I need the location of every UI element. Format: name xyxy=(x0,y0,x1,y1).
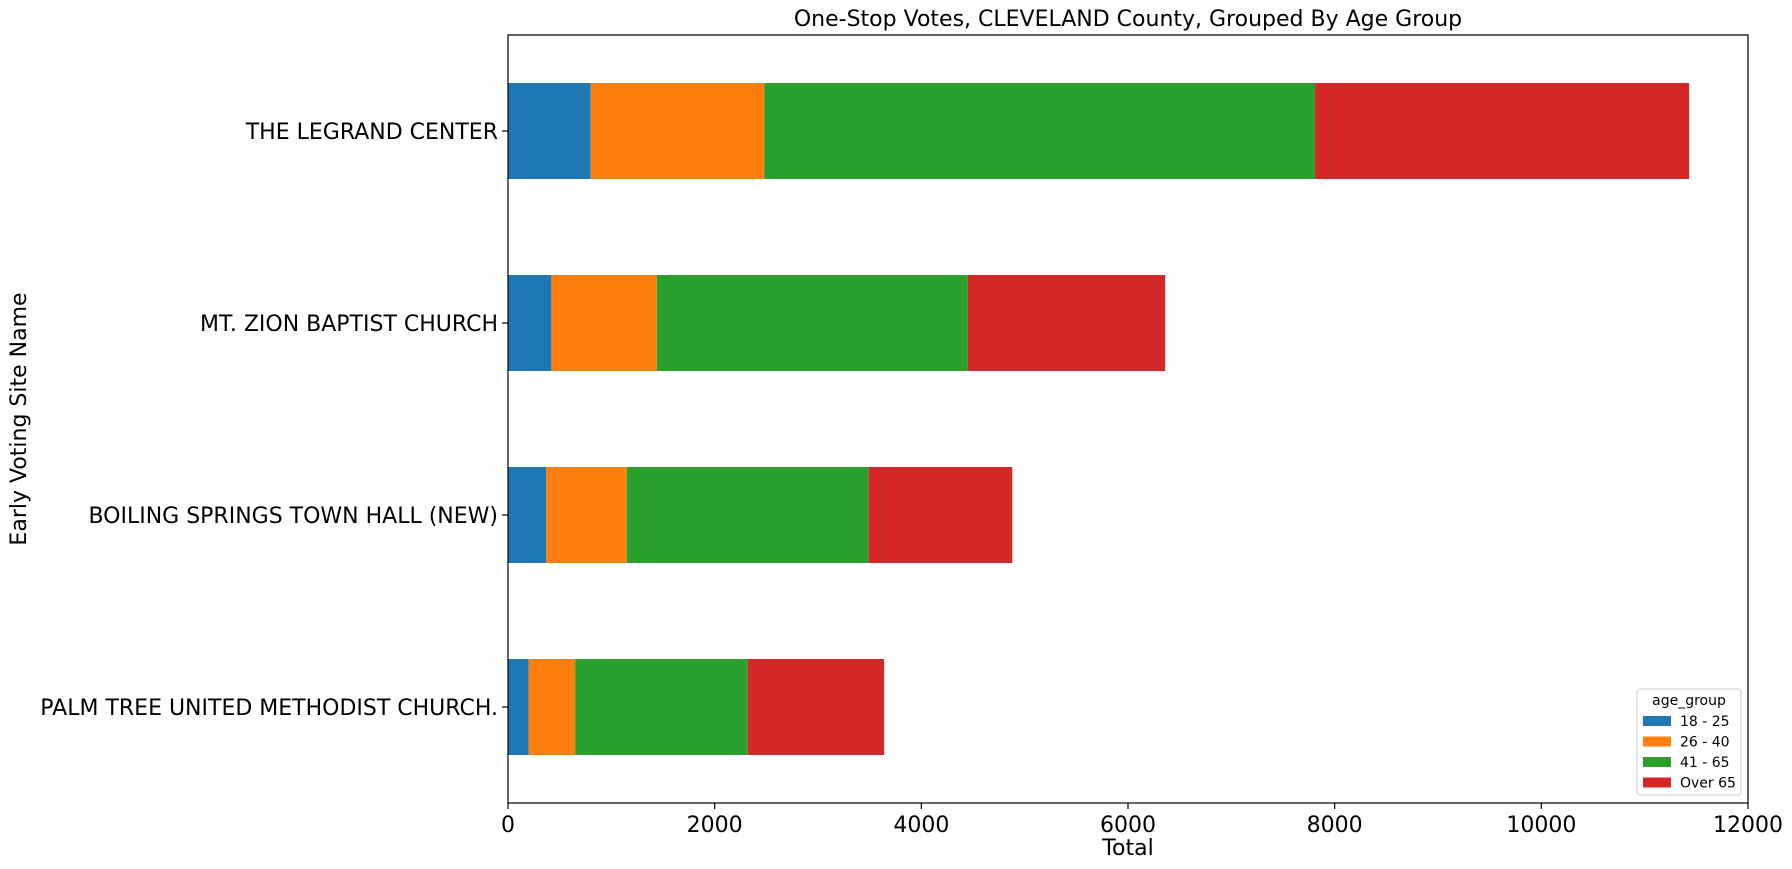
x-tick-label: 10000 xyxy=(1506,813,1576,838)
bar-segment-18-25-3 xyxy=(508,659,529,755)
legend-swatch xyxy=(1643,736,1671,747)
bar-segment-over65-2 xyxy=(868,467,1013,563)
bar-segment-41-65-3 xyxy=(575,659,748,755)
legend-swatch xyxy=(1643,757,1671,767)
bars-group xyxy=(508,83,1690,755)
legend-label: 26 - 40 xyxy=(1680,735,1730,751)
legend-label: Over 65 xyxy=(1680,776,1736,792)
x-tick-label: 0 xyxy=(501,813,515,838)
y-category-label: PALM TREE UNITED METHODIST CHURCH. xyxy=(40,696,498,721)
bar-segment-41-65-2 xyxy=(626,467,869,563)
bar-segment-26-40-1 xyxy=(551,275,657,371)
bar-segment-18-25-1 xyxy=(508,275,552,371)
legend-swatch xyxy=(1643,716,1671,726)
legend-label: 41 - 65 xyxy=(1680,755,1730,771)
bar-segment-26-40-2 xyxy=(546,467,627,563)
y-category-label: THE LEGRAND CENTER xyxy=(245,120,498,145)
x-tick-label: 4000 xyxy=(893,813,949,838)
legend-title: age_group xyxy=(1652,693,1726,709)
bar-segment-over65-0 xyxy=(1315,83,1690,179)
legend: age_group 18 - 25 26 - 40 41 - 65 Over 65 xyxy=(1636,688,1742,796)
x-tick-label: 2000 xyxy=(687,813,743,838)
x-axis-title: Total xyxy=(1101,836,1153,861)
y-category-label: BOILING SPRINGS TOWN HALL (NEW) xyxy=(88,504,498,529)
y-category-label: MT. ZION BAPTIST CHURCH xyxy=(200,312,498,337)
legend-swatch xyxy=(1643,777,1671,788)
bar-segment-18-25-0 xyxy=(508,83,591,179)
legend-frame xyxy=(1636,688,1742,796)
bar-segment-26-40-0 xyxy=(590,83,765,179)
chart-title: One-Stop Votes, CLEVELAND County, Groupe… xyxy=(794,7,1462,32)
bar-segment-41-65-1 xyxy=(656,275,968,371)
y-axis-categories: THE LEGRAND CENTER MT. ZION BAPTIST CHURC… xyxy=(40,120,508,721)
bar-segment-41-65-0 xyxy=(764,83,1316,179)
x-tick-label: 8000 xyxy=(1307,813,1363,838)
bar-segment-over65-3 xyxy=(747,659,885,755)
x-axis-ticks: 0 2000 4000 6000 8000 10000 12000 xyxy=(501,803,1783,838)
bar-segment-26-40-3 xyxy=(528,659,576,755)
y-axis-title: Early Voting Site Name xyxy=(7,292,32,545)
x-tick-label: 12000 xyxy=(1713,813,1783,838)
x-tick-label: 6000 xyxy=(1100,813,1156,838)
legend-label: 18 - 25 xyxy=(1680,714,1730,730)
legend-items: 18 - 25 26 - 40 41 - 65 Over 65 xyxy=(1643,714,1736,792)
bar-segment-over65-1 xyxy=(967,275,1166,371)
bar-segment-18-25-2 xyxy=(508,467,547,563)
